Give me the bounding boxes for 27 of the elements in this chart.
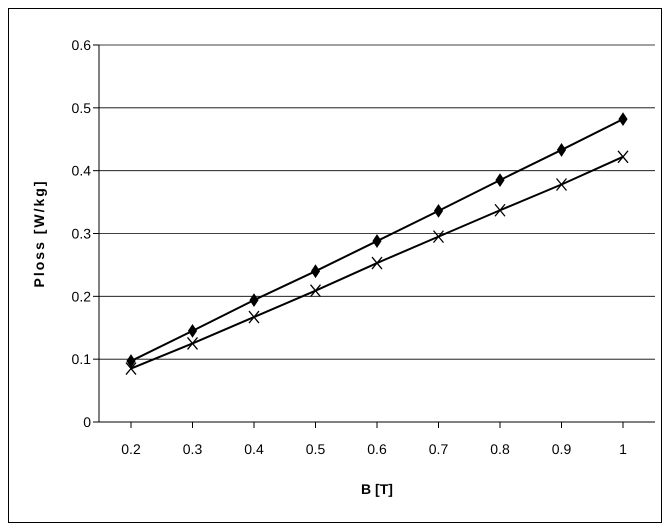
x-tick-label: 0.7 (428, 440, 448, 457)
point (186, 336, 198, 350)
x-tick-label: 0.3 (182, 440, 202, 457)
point (494, 204, 506, 217)
x-axis-title: B [T] (361, 481, 393, 497)
y-tick-label: 0.3 (72, 225, 92, 242)
x-tick-label: 0.8 (490, 440, 510, 457)
point (371, 256, 383, 270)
y-tick-label: 0.1 (72, 351, 92, 368)
point (248, 310, 260, 324)
y-tick-label: 0.5 (72, 100, 92, 116)
x-tick-label: 0.5 (306, 440, 326, 457)
point (432, 230, 444, 244)
y-tick-label: 0.6 (72, 36, 92, 53)
x-tick-label: 0.4 (244, 440, 264, 457)
point (617, 150, 629, 164)
x-tick-label: 1 (619, 440, 628, 457)
point (310, 284, 322, 298)
point (125, 362, 137, 376)
x-tick-label: 0.9 (552, 440, 572, 457)
y-axis-title: Ploss [W/kg] (30, 179, 47, 288)
x-tick-label: 0.2 (121, 440, 141, 457)
point (556, 178, 568, 192)
y-tick-label: 0 (83, 414, 92, 430)
y-tick-label: 0.2 (72, 288, 92, 304)
x-tick-label: 0.6 (367, 440, 387, 457)
y-tick-label: 0.4 (72, 162, 92, 179)
